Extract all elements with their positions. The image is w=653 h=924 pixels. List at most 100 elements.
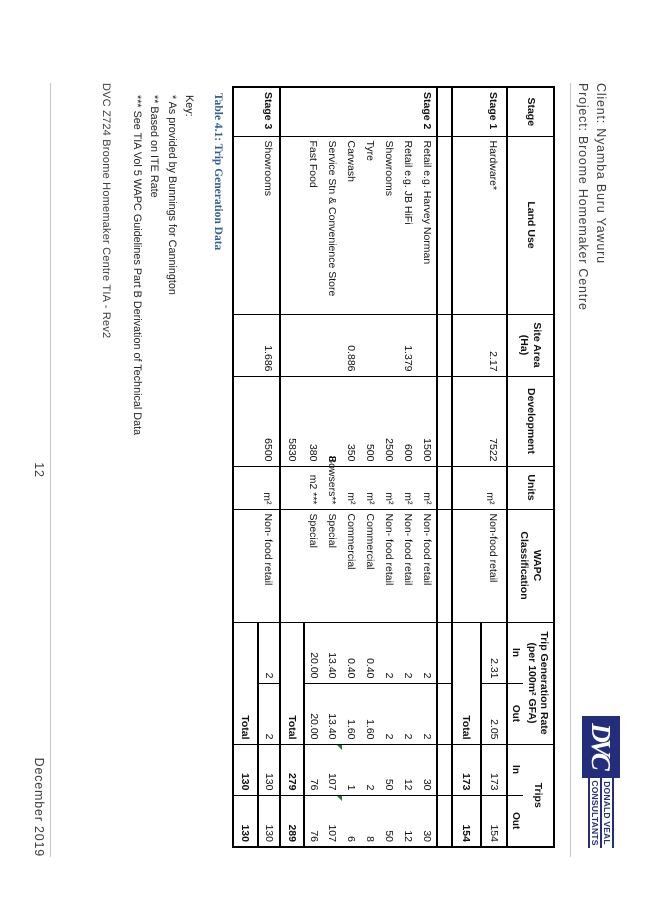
- development-cell: 6500: [258, 376, 280, 466]
- wapc-cell: Non-food retail: [481, 509, 507, 622]
- client-line: Client: Nyamba Buru Yawuru: [594, 83, 608, 264]
- empty-cell: [418, 314, 437, 376]
- empty-cell: [304, 314, 323, 376]
- site-area-cell: 1.686: [258, 314, 280, 376]
- units-cell: Bowsers**: [323, 456, 342, 509]
- trips-out-cell: 130: [258, 795, 280, 847]
- stage-label: Stage 1: [481, 87, 507, 136]
- empty-cell: [323, 87, 342, 136]
- col-header-wapc: WAPC Classification: [507, 509, 554, 622]
- empty-cell: [280, 136, 304, 314]
- empty-cell: [452, 136, 481, 314]
- land-use-cell: Retail e.g. JB HiFi: [399, 136, 418, 314]
- rate-out-cell: 20.00: [304, 683, 323, 744]
- units-value: m²: [345, 492, 357, 505]
- header-rule: [570, 83, 571, 857]
- development-cell: 1500: [418, 376, 437, 466]
- empty-cell: [437, 622, 452, 683]
- wapc-cell: Non- food retail: [380, 509, 399, 622]
- empty-cell: [342, 87, 361, 136]
- units-value: Bowsers**: [326, 456, 338, 505]
- development-cell: 7522: [481, 376, 507, 466]
- land-use-cell: Fast Food: [304, 136, 323, 314]
- units-cell: m²: [342, 466, 361, 509]
- table-row-stage1-hardware: Stage 1 Hardware* 2.17 7522 m² Non-food …: [481, 87, 507, 847]
- col-header-trips: Trips: [523, 744, 554, 847]
- land-use-cell: Retail e.g. Harvey Norman: [418, 136, 437, 314]
- rate-in-cell: 13.40: [323, 622, 342, 683]
- empty-cell: [323, 314, 342, 376]
- wapc-cell: Special: [304, 509, 323, 622]
- trips-out-cell: 154: [481, 795, 507, 847]
- col-header-site-area-line1: Site Area: [530, 322, 543, 368]
- empty-cell: [233, 509, 258, 622]
- logo-rule: [612, 778, 614, 848]
- trips-in-cell: 76: [304, 744, 323, 795]
- dvc-logo-wordmark: DONALD VEAL CONSULTANTS: [582, 778, 620, 848]
- empty-cell: [361, 314, 380, 376]
- trips-out-cell: 6: [342, 795, 361, 847]
- trip-generation-table: Stage Land Use Site Area (Ha) Developmen…: [232, 86, 555, 848]
- stage-label: Stage 2: [418, 87, 437, 136]
- empty-cell: [304, 87, 323, 136]
- table-row-stage2-total: 5830 Total 279 289: [280, 87, 304, 847]
- rate-in-cell: 2: [399, 622, 418, 683]
- rate-in-cell: 0.40: [342, 622, 361, 683]
- rate-in-cell: 2: [418, 622, 437, 683]
- site-area-cell: 2.17: [481, 314, 507, 376]
- trips-out-cell: 76: [304, 795, 323, 847]
- trips-in-cell: 12: [399, 744, 418, 795]
- logo-name-line1: DONALD VEAL: [602, 781, 612, 845]
- units-cell: m²: [258, 466, 280, 509]
- dvc-logo-mark-icon: DVC: [582, 716, 620, 778]
- units-cell: m2 ***: [304, 466, 323, 509]
- table-caption: Table 4.1: Trip Generation Data: [212, 93, 224, 251]
- empty-cell: [280, 87, 304, 136]
- empty-cell: [437, 136, 452, 314]
- wapc-cell: Non- food retail: [418, 509, 437, 622]
- subheader-trips-out: Out: [507, 795, 523, 847]
- footer-date: December 2019: [32, 757, 46, 857]
- empty-cell: [437, 376, 452, 466]
- rate-in-cell: 2: [258, 622, 280, 683]
- empty-cell: [280, 314, 304, 376]
- key-note-3: *** See TIA Vol 5 WAPC Guidelines Part B…: [131, 95, 144, 436]
- development-cell: 600: [399, 376, 418, 466]
- key-note-2: ** Based on ITE Rate: [148, 95, 161, 198]
- wapc-cell: Non- food retail: [258, 509, 280, 622]
- subheader-trips-in: In: [507, 744, 523, 795]
- units-value: m²: [261, 492, 273, 505]
- stage3-total-trips-out: 130: [233, 795, 258, 847]
- units-cell: m²: [361, 466, 380, 509]
- col-header-rate-line2: (per 100m² GFA): [526, 642, 538, 724]
- empty-cell: [437, 466, 452, 509]
- col-header-land-use: Land Use: [507, 136, 554, 314]
- table-row-stage2-carwash: Carwash 0.886 350 m² Commercial 0.40 1.6…: [342, 87, 361, 847]
- company-logo: DVC DONALD VEAL CONSULTANTS: [582, 716, 620, 848]
- table-row-stage2-jb-hifi: Retail e.g. JB HiFi 1.379 600 m² Non- fo…: [399, 87, 418, 847]
- land-use-cell: Showrooms: [380, 136, 399, 314]
- table-row-stage1-total: Total 173 154: [452, 87, 481, 847]
- empty-cell: [437, 87, 452, 136]
- land-use-cell: Service Stn & Convenience Store: [323, 136, 342, 314]
- project-line: Project: Broome Homemaker Centre: [576, 83, 590, 311]
- trips-in-cell: 30: [418, 744, 437, 795]
- col-header-units: Units: [507, 466, 554, 509]
- table-row-stage3-showrooms: Stage 3 Showrooms 1.686 6500 m² Non- foo…: [258, 87, 280, 847]
- development-cell: 8: [323, 376, 342, 466]
- empty-cell: [233, 87, 258, 136]
- stage1-total-label: Total: [452, 622, 481, 744]
- col-header-site-area-line2: (Ha): [518, 334, 531, 356]
- col-header-wapc-line1: WAPC: [530, 549, 543, 582]
- footer-document-title: DVC Z724 Broome Homemaker Centre TIA - R…: [100, 83, 112, 339]
- logo-rule: [588, 778, 590, 848]
- empty-cell: [452, 466, 481, 509]
- units-value: m²: [402, 492, 414, 505]
- stage-label: Stage 3: [258, 87, 280, 136]
- empty-cell: [452, 376, 481, 466]
- stage2-total-trips-out: 289: [280, 795, 304, 847]
- units-value: m²: [484, 492, 496, 505]
- trips-in-cell: 130: [258, 744, 280, 795]
- rate-in-cell: 20.00: [304, 622, 323, 683]
